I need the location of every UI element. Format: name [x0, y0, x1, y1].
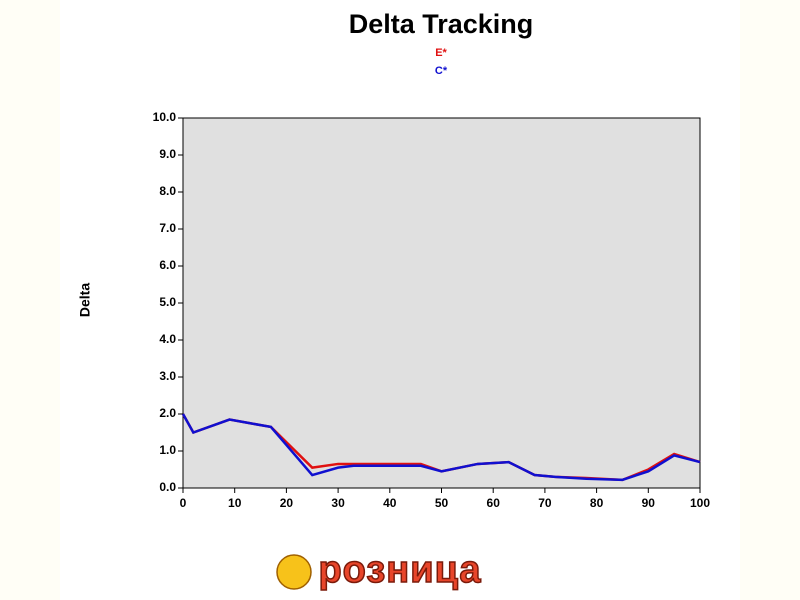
x-tick-label: 90: [642, 496, 656, 510]
y-tick-label: 3.0: [159, 369, 176, 383]
chart-title: Delta Tracking: [349, 9, 534, 39]
x-tick-label: 60: [487, 496, 501, 510]
y-tick-label: 1.0: [159, 443, 176, 457]
y-tick-label: 5.0: [159, 295, 176, 309]
y-tick-label: 4.0: [159, 332, 176, 346]
legend-entry: E*: [435, 47, 447, 59]
y-tick-label: 2.0: [159, 406, 176, 420]
y-tick-label: 8.0: [159, 184, 176, 198]
series-line: [181, 413, 701, 482]
plot-area: [182, 117, 701, 489]
x-tick-label: 20: [280, 496, 294, 510]
y-tick-label: 6.0: [159, 258, 176, 272]
y-tick-label: 10.0: [153, 110, 177, 124]
logo: розница: [318, 549, 481, 591]
legend-entry: C*: [435, 65, 448, 77]
x-tick-label: 10: [228, 496, 242, 510]
x-tick-label: 80: [590, 496, 604, 510]
x-tick-label: 70: [538, 496, 552, 510]
y-tick-label: 0.0: [159, 480, 176, 494]
y-tick-label: 7.0: [159, 221, 176, 235]
x-tick-label: 0: [180, 496, 187, 510]
x-tick-label: 50: [435, 496, 449, 510]
y-tick-label: 9.0: [159, 147, 176, 161]
y-axis-label: Delta: [77, 283, 93, 317]
logo-icon: [276, 554, 312, 590]
x-tick-label: 40: [383, 496, 397, 510]
x-tick-label: 30: [331, 496, 345, 510]
x-tick-label: 100: [690, 496, 710, 510]
